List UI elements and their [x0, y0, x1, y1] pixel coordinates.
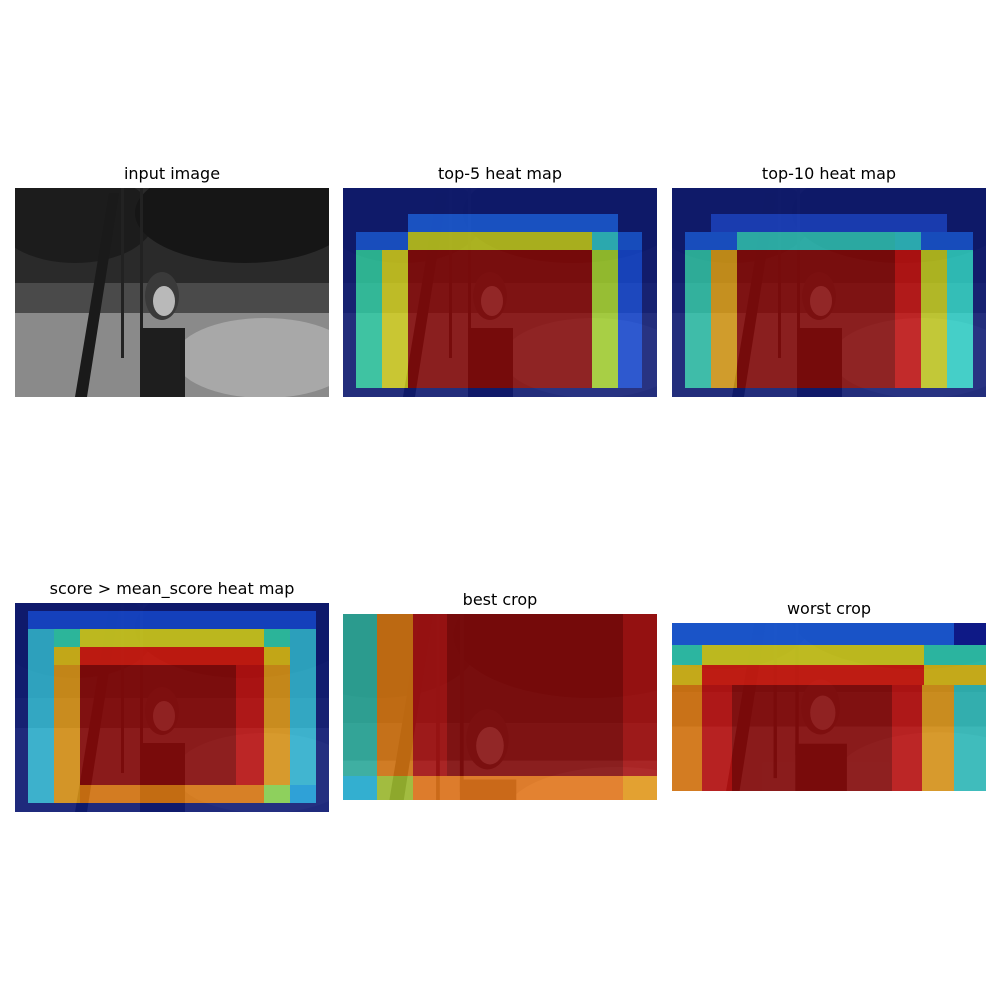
heat-map-top10 — [672, 188, 986, 397]
panel-best-crop: best crop — [343, 588, 657, 800]
best-crop-image — [343, 614, 657, 800]
panel-title: top-5 heat map — [438, 164, 562, 183]
panel-title: top-10 heat map — [761, 164, 897, 183]
panel-title: worst crop — [786, 599, 872, 618]
panel-title: score > mean_score heat map — [49, 579, 295, 598]
panel-top10-heat-map: top-10 heat map — [672, 162, 986, 397]
panel-worst-crop: worst crop — [672, 597, 986, 791]
panel-title: best crop — [462, 590, 538, 609]
worst-crop-image — [672, 623, 986, 791]
heat-map-mean-score — [15, 603, 329, 812]
heat-map-top5 — [343, 188, 657, 397]
panel-top5-heat-map: top-5 heat map — [343, 162, 657, 397]
panel-mean-score-heat-map: score > mean_score heat map — [15, 577, 329, 812]
panel-input-image: input image — [15, 162, 329, 397]
input-image — [15, 188, 329, 397]
panel-title: input image — [123, 164, 221, 183]
